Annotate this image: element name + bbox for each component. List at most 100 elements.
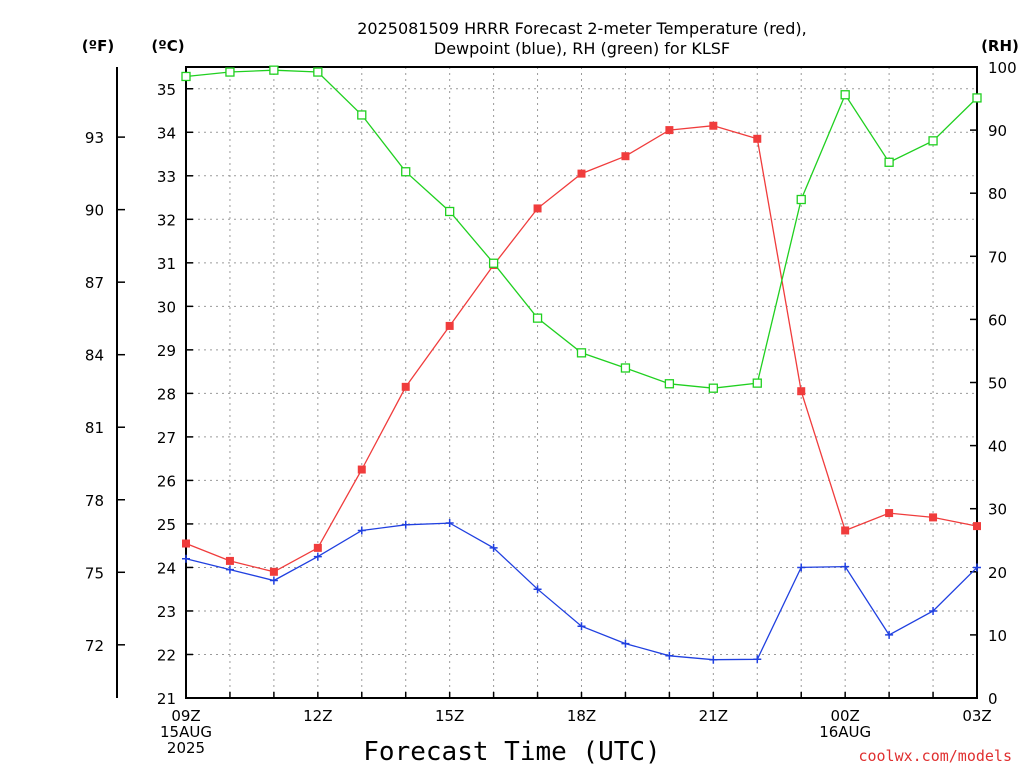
celsius-tick-label: 29 (157, 342, 176, 360)
grid-lines (186, 67, 977, 698)
rh-point (972, 93, 982, 103)
fahrenheit-unit-label: (ºF) (82, 37, 114, 55)
temperature-point (621, 152, 630, 161)
temperature-point (445, 321, 454, 330)
temperature-point (577, 169, 586, 178)
dewpoint-point (973, 563, 981, 572)
dewpoint-series-line (185, 522, 978, 661)
fahrenheit-tick-label: 81 (85, 419, 104, 437)
rh-tick-label: 20 (988, 564, 1007, 582)
celsius-tick-label: 30 (157, 298, 176, 316)
dewpoint-point (225, 565, 234, 574)
rh-point (269, 65, 279, 75)
celsius-tick-label: 33 (157, 168, 176, 186)
rh-tick-label: 90 (988, 122, 1007, 140)
rh-point (313, 67, 323, 77)
fahrenheit-tick-label: 84 (85, 347, 104, 365)
x-tick-label: 2025 (167, 739, 205, 757)
dewpoint-point (489, 543, 498, 552)
rh-tick-label: 100 (988, 59, 1017, 77)
rh-point (884, 157, 894, 167)
fahrenheit-tick-label: 87 (85, 274, 104, 292)
temperature-point (753, 134, 762, 143)
temperature-point (797, 387, 806, 396)
temperature-point (973, 522, 981, 531)
rh-point (620, 363, 631, 373)
x-tick-label: 18Z (567, 707, 596, 725)
x-tick-label: 12Z (303, 707, 332, 725)
rh-point (840, 90, 850, 100)
x-tick-label: 21Z (699, 707, 728, 725)
rh-tick-label: 70 (988, 248, 1007, 266)
rh-tick-label: 60 (988, 311, 1007, 329)
rh-point (664, 379, 675, 389)
fahrenheit-tick-label: 75 (85, 564, 104, 582)
rh-tick-label: 30 (988, 501, 1007, 519)
fahrenheit-tick-label: 72 (85, 637, 104, 655)
rh-point (181, 71, 191, 82)
celsius-tick-label: 26 (157, 472, 176, 490)
plot-frame (185, 66, 978, 699)
dewpoint-point (533, 585, 542, 594)
title-line-2: Dewpoint (blue), RH (green) for KLSF (434, 39, 730, 58)
celsius-tick-label: 34 (157, 124, 176, 142)
rh-point (401, 167, 411, 177)
temperature-point (269, 567, 278, 576)
temperature-point (709, 121, 718, 130)
x-tick-label: 00Z (830, 707, 859, 725)
dewpoint-point (753, 655, 762, 664)
rh-point (225, 67, 235, 77)
temperature-point (225, 556, 234, 565)
data-series (181, 65, 982, 664)
rh-tick-label: 40 (988, 438, 1007, 456)
credit-text: coolwx.com/models (858, 747, 1012, 765)
dewpoint-point (269, 576, 278, 585)
chart-title: 2025081509 HRRR Forecast 2-meter Tempera… (357, 19, 807, 58)
x-tick-label: 15AUG (160, 723, 212, 741)
celsius-tick-label: 28 (157, 385, 176, 403)
axes (116, 66, 978, 699)
celsius-tick-label: 31 (157, 255, 176, 273)
rh-point (488, 258, 499, 268)
celsius-tick-label: 22 (157, 646, 176, 664)
dewpoint-point (445, 519, 454, 528)
celsius-tick-label: 21 (157, 690, 176, 708)
celsius-tick-label: 27 (157, 429, 176, 447)
rh-point (357, 110, 367, 120)
fahrenheit-tick-label: 93 (85, 129, 104, 147)
rh-point (532, 313, 543, 323)
dewpoint-point (621, 639, 630, 648)
rh-point (928, 136, 938, 146)
dewpoint-point (797, 563, 806, 572)
x-tick-label: 15Z (435, 707, 464, 725)
celsius-tick-label: 23 (157, 603, 176, 621)
tick-labels: 21 22 23 24 25 26 27 28 29 30 31 32 33 34 35 72 75 78 81 84… (85, 59, 1017, 757)
dewpoint-point (665, 651, 674, 660)
celsius-unit-label: (ºC) (151, 37, 184, 55)
rh-point (576, 348, 587, 358)
celsius-tick-label: 32 (157, 211, 176, 229)
rh-tick-label: 80 (988, 185, 1007, 203)
temperature-point (313, 543, 322, 552)
temperature-point (401, 382, 410, 391)
x-tick-label: 03Z (962, 707, 991, 725)
dewpoint-point (929, 606, 938, 615)
celsius-tick-label: 24 (157, 559, 176, 577)
temperature-point (665, 126, 674, 135)
dewpoint-point (841, 562, 850, 571)
temperature-point (182, 539, 190, 548)
temperature-point (533, 204, 542, 213)
rh-point (445, 206, 455, 217)
rh-unit-label: (RH) (981, 37, 1019, 55)
x-tick-label: 09Z (171, 707, 200, 725)
dewpoint-point (401, 520, 410, 529)
celsius-tick-label: 25 (157, 516, 176, 534)
dewpoint-point (357, 526, 366, 535)
dewpoint-point (182, 554, 190, 563)
fahrenheit-tick-label: 78 (85, 492, 104, 510)
dewpoint-point (577, 622, 586, 631)
title-line-1: 2025081509 HRRR Forecast 2-meter Tempera… (357, 19, 807, 38)
temperature-point (357, 465, 366, 474)
fahrenheit-tick-label: 90 (85, 202, 104, 220)
